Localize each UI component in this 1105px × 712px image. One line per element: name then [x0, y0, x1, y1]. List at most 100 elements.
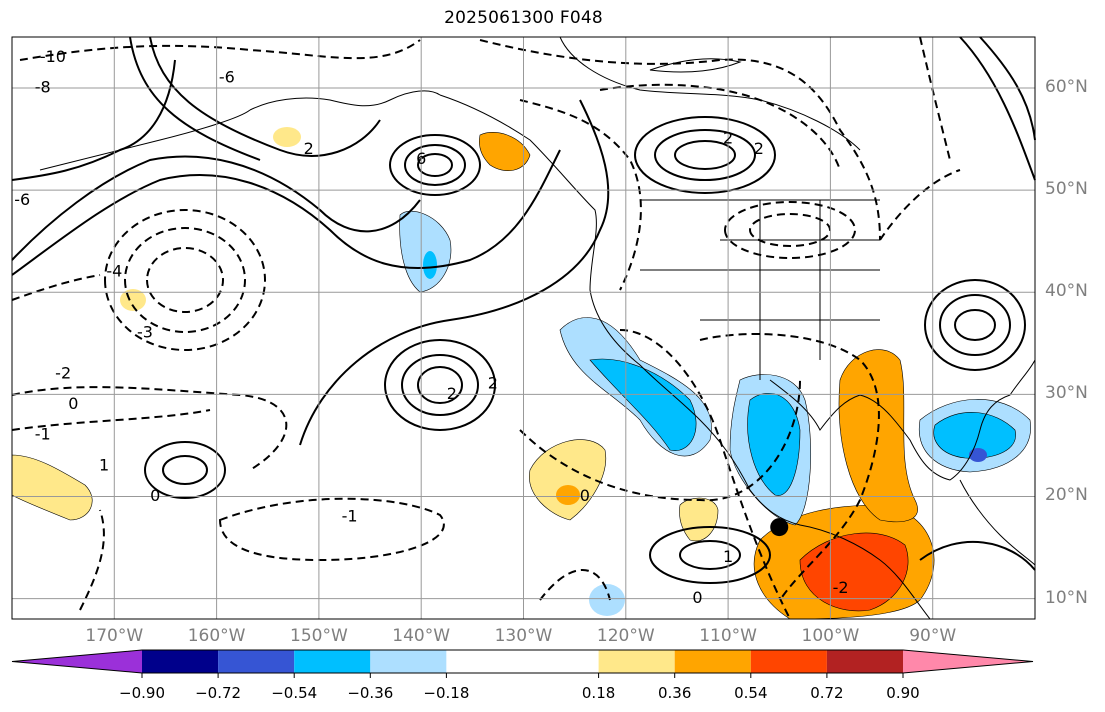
contour-line-solid — [919, 540, 1036, 571]
colorbar-tick-label: 0.72 — [810, 684, 844, 702]
lon-tick-label: 90°W — [909, 626, 957, 646]
coastline-north — [559, 36, 861, 151]
contour-label: -2 — [833, 578, 849, 597]
lon-tick-label: 140°W — [392, 626, 451, 646]
contour-line-dashed — [79, 509, 105, 611]
contour-label: 0 — [68, 394, 78, 413]
anomaly-shading — [679, 497, 719, 542]
contour-line-dashed — [919, 36, 951, 161]
lon-tick-label: 130°W — [494, 626, 553, 646]
contour-label: 2 — [304, 139, 314, 158]
lon-tick-label: 110°W — [699, 626, 757, 646]
anomaly-shading — [747, 392, 801, 496]
lat-tick-label: 50°N — [1045, 179, 1088, 200]
contour-line-solid — [979, 36, 1036, 141]
contour-line-dashed — [749, 213, 832, 247]
contour-label: -6 — [14, 190, 30, 209]
contour-label: -6 — [219, 67, 235, 86]
contour-line-dashed — [519, 379, 801, 502]
map-frame — [11, 36, 1036, 620]
contour-line-solid — [417, 153, 454, 177]
anomaly-shading — [589, 584, 625, 616]
contour-line-dashed — [19, 39, 421, 61]
anomaly-shading — [838, 349, 918, 523]
anomaly-shading — [589, 358, 697, 451]
contour-label: 0 — [580, 486, 590, 505]
contour-line-solid — [144, 441, 227, 499]
contour-line-dashed — [879, 169, 961, 241]
contour-label: -8 — [35, 78, 51, 97]
anomaly-shading — [479, 132, 531, 172]
anomaly-shading — [11, 454, 93, 521]
anomaly-shading — [556, 485, 580, 505]
contour-label: 6 — [416, 149, 426, 168]
lon-tick-label: 170°W — [85, 626, 144, 646]
contour-line-dashed — [479, 39, 881, 241]
contour-label: -10 — [40, 47, 66, 66]
contour-line-dashed — [11, 274, 101, 301]
anomaly-shading — [969, 448, 987, 462]
shaded-anomaly-areas — [11, 127, 1031, 620]
anomaly-shading — [933, 412, 1016, 459]
contour-line-solid — [384, 339, 497, 431]
contour-label: 2 — [447, 384, 457, 403]
contour-line-dashed — [539, 569, 611, 601]
colorbar-tick-label: 0.18 — [581, 684, 616, 702]
colorbar-tick-label: −0.36 — [347, 684, 394, 702]
lon-tick-label: 120°W — [596, 626, 655, 646]
lat-tick-label: 60°N — [1045, 77, 1088, 98]
lon-tick-label: 100°W — [801, 626, 860, 646]
coastline-gulf — [769, 359, 1036, 481]
contour-line-solid — [674, 140, 737, 170]
contour-label: 1 — [723, 547, 733, 566]
coastline-caribbean — [959, 479, 1036, 566]
contour-label: -3 — [137, 323, 153, 342]
map-title: 2025061300 F048 — [444, 8, 603, 28]
lon-tick-label: 150°W — [290, 626, 348, 646]
contour-line-solid — [149, 36, 381, 157]
contour-label: -1 — [342, 506, 358, 525]
colorbar-tick-label: −0.54 — [271, 684, 318, 702]
contour-label: 1 — [99, 455, 109, 474]
anomaly-shading — [529, 439, 607, 521]
contour-line-dashed — [124, 227, 247, 333]
lat-tick-label: 30°N — [1045, 383, 1088, 404]
colorbar-tick-label: 0.90 — [886, 684, 920, 702]
colorbar-tick-label: −0.72 — [195, 684, 242, 702]
anomaly-shading — [423, 251, 437, 279]
anomaly-shading — [399, 210, 452, 293]
coastline-west — [439, 94, 931, 620]
contour-line-solid — [129, 36, 261, 161]
contour-line-solid — [679, 540, 742, 570]
lat-tick-label: 20°N — [1045, 485, 1088, 506]
contour-line-solid — [11, 155, 421, 261]
contour-line-dashed — [104, 209, 267, 351]
lon-tick-label: 160°W — [187, 626, 246, 646]
contour-line-solid — [299, 99, 610, 446]
contour-line-dashed — [519, 99, 642, 291]
contour-label: 0 — [692, 588, 702, 607]
lat-tick-label: 40°N — [1045, 281, 1088, 302]
coastlines — [39, 36, 1036, 620]
contour-label: 2 — [723, 129, 733, 148]
contour-line-dashed — [724, 201, 857, 259]
contour-line-solid — [959, 36, 1036, 181]
contour-line-solid — [11, 149, 561, 276]
contour-line-solid — [924, 279, 1027, 371]
contour-label: 2 — [488, 374, 498, 393]
contour-line-solid — [417, 366, 464, 404]
contour-line-solid — [649, 526, 772, 584]
contour-line-solid — [162, 455, 209, 485]
contour-lines — [11, 36, 1036, 620]
contour-label: -1 — [35, 425, 51, 444]
colorbar-tick-label: −0.90 — [119, 684, 165, 702]
contour-line-dashed — [619, 329, 791, 620]
state-borders — [640, 199, 880, 380]
coastline-alaska — [249, 90, 441, 111]
contour-line-dashed — [699, 333, 880, 601]
coastline-aleutians — [39, 109, 251, 171]
location-marker — [770, 518, 789, 537]
gridlines — [12, 37, 1035, 619]
anomaly-shading — [273, 127, 301, 147]
